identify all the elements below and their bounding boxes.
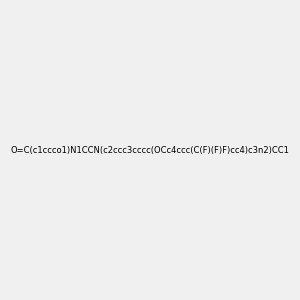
Text: O=C(c1ccco1)N1CCN(c2ccc3cccc(OCc4ccc(C(F)(F)F)cc4)c3n2)CC1: O=C(c1ccco1)N1CCN(c2ccc3cccc(OCc4ccc(C(F… xyxy=(11,146,290,154)
